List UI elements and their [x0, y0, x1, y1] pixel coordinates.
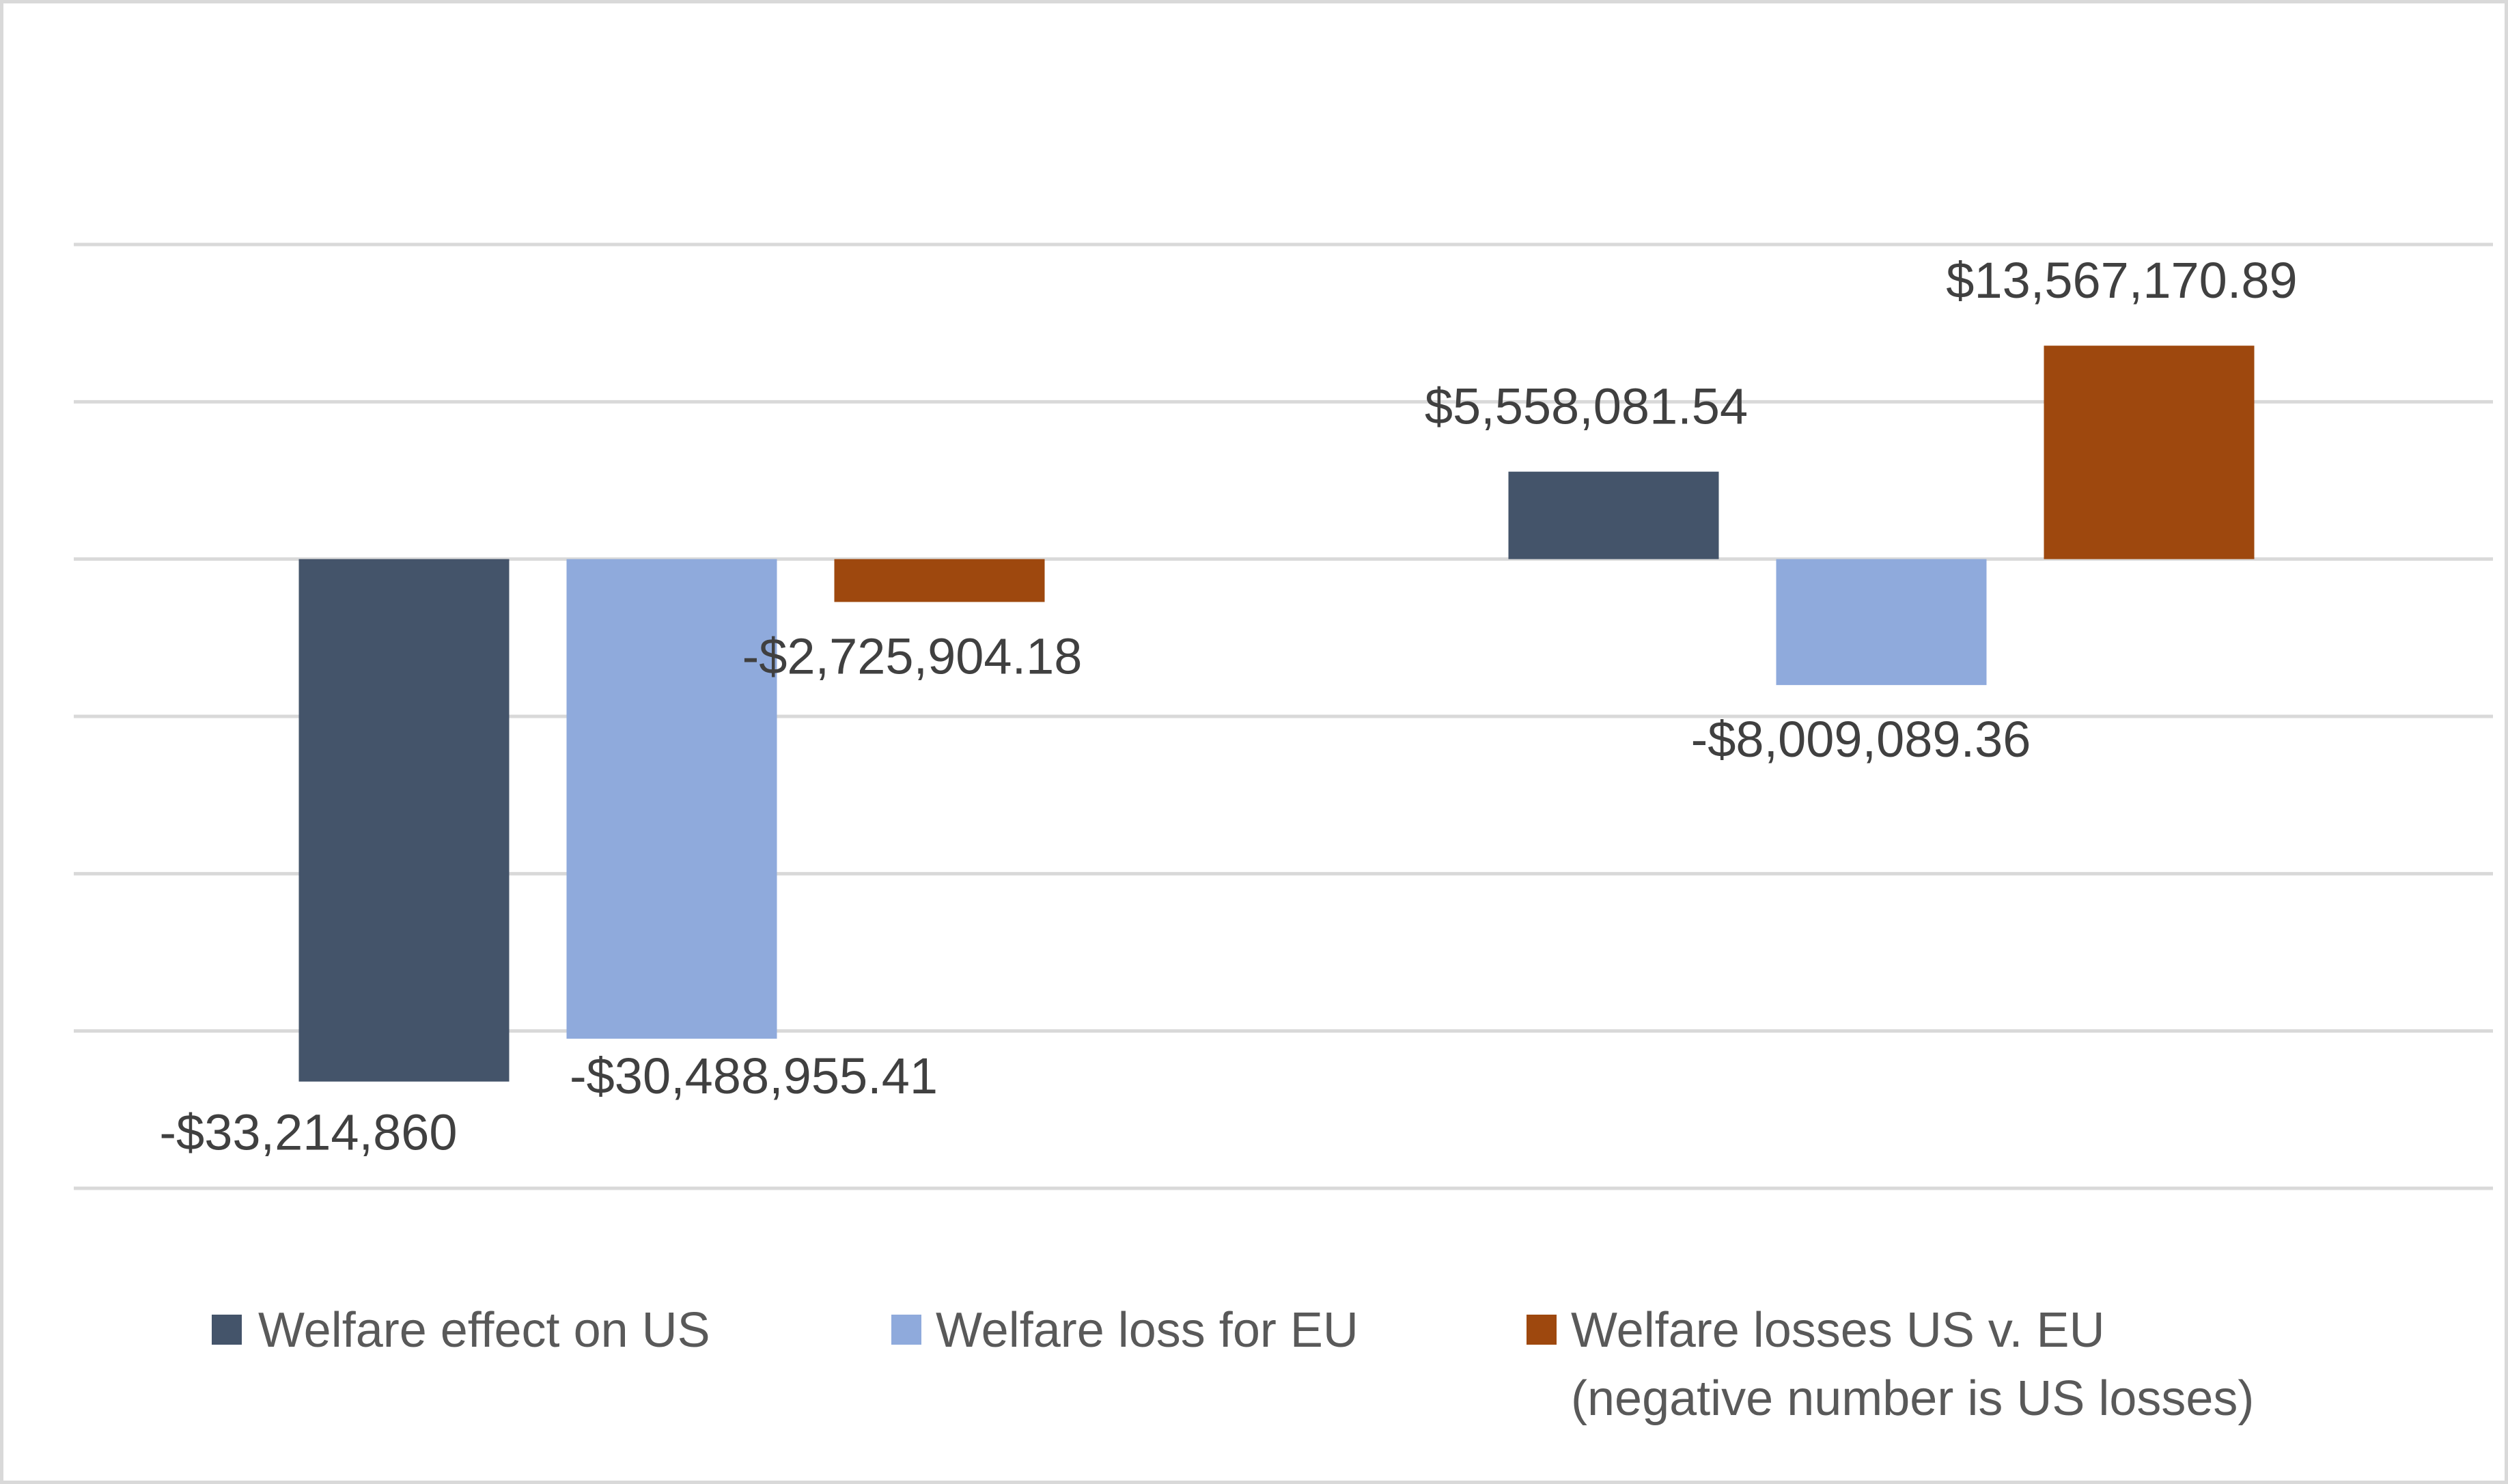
legend-label-us-v-eu-line2: (negative number is US losses)	[1571, 1371, 2254, 1426]
legend-item-welfare-loss-eu[interactable]: Welfare loss for EU	[891, 1303, 1358, 1358]
data-label-series3-group2: $13,567,170.89	[1946, 252, 2297, 309]
data-label-series1-group1: -$33,214,860	[159, 1104, 457, 1161]
legend-swatch-eu	[891, 1315, 921, 1345]
bar-series2-group2[interactable]	[1776, 559, 1987, 686]
bar-series1-group1[interactable]	[298, 559, 510, 1082]
bars	[298, 346, 2255, 1082]
legend-label-eu: Welfare loss for EU	[936, 1303, 1358, 1358]
legend-label-us: Welfare effect on US	[258, 1303, 710, 1358]
bar-series1-group2[interactable]	[1508, 471, 1719, 559]
data-labels: -$33,214,860 -$30,488,955.41 -$2,725,904.1…	[159, 252, 2297, 1161]
legend-swatch-us	[212, 1315, 242, 1345]
data-label-series1-group2: $5,558,081.54	[1425, 378, 1748, 435]
bar-series2-group1[interactable]	[566, 559, 777, 1039]
legend-label-us-v-eu-line1: Welfare losses US v. EU	[1571, 1303, 2105, 1358]
data-label-series3-group1: -$2,725,904.18	[742, 628, 1083, 684]
data-label-series2-group1: -$30,488,955.41	[570, 1048, 938, 1104]
data-label-series2-group2: -$8,009,089.36	[1691, 711, 2031, 768]
legend-swatch-us-v-eu	[1527, 1315, 1557, 1345]
bar-series3-group1[interactable]	[834, 559, 1045, 602]
bar-series3-group2[interactable]	[2044, 346, 2255, 559]
legend-item-welfare-effect-us[interactable]: Welfare effect on US	[212, 1303, 710, 1358]
legend-item-welfare-losses-us-v-eu[interactable]: Welfare losses US v. EU (negative number…	[1527, 1303, 2254, 1426]
legend: Welfare effect on US Welfare loss for EU…	[212, 1303, 2254, 1426]
